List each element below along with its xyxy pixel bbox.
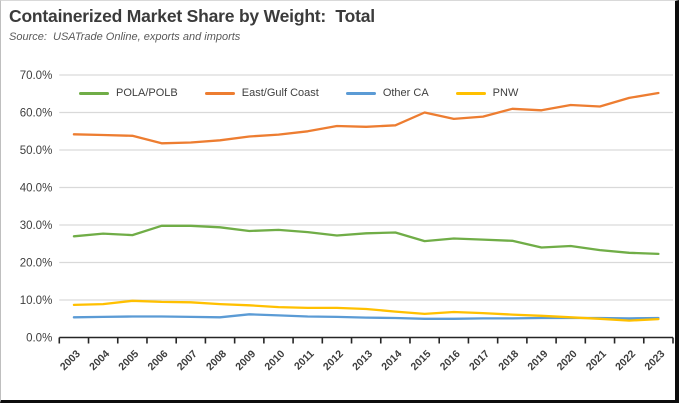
svg-text:2016: 2016 (438, 348, 463, 373)
svg-text:2018: 2018 (496, 348, 521, 373)
legend-item-pnw: PNW (455, 87, 519, 99)
svg-text:2010: 2010 (262, 348, 287, 373)
svg-text:2015: 2015 (409, 348, 434, 373)
y-axis-tick-label: 20.0% (20, 258, 53, 270)
chart-legend: POLA/POLB East/Gulf Coast Other CA PNW (79, 87, 518, 99)
legend-item-east-gulf-coast: East/Gulf Coast (204, 87, 319, 99)
series-line-east-gulf-coast (72, 91, 660, 145)
y-axis-tick-label: 50.0% (20, 145, 53, 157)
x-axis-tick-label: 2011 (292, 348, 317, 373)
svg-text:2004: 2004 (87, 348, 112, 373)
svg-text:2013: 2013 (350, 348, 375, 373)
svg-text:2011: 2011 (292, 348, 317, 373)
legend-item-other-ca: Other CA (345, 87, 429, 99)
y-axis-tick-label: 10.0% (20, 295, 53, 307)
svg-text:2020: 2020 (555, 348, 580, 373)
x-axis-tick-label: 2021 (584, 348, 609, 373)
legend-label: Other CA (382, 87, 429, 99)
svg-text:2008: 2008 (204, 348, 229, 373)
svg-text:2006: 2006 (146, 348, 171, 373)
y-axis-tick-label: 70.0% (20, 70, 53, 82)
legend-line-swatch (455, 91, 486, 95)
x-axis-tick-label: 2008 (204, 348, 229, 373)
y-axis-tick-label: 30.0% (20, 220, 53, 232)
svg-text:2022: 2022 (613, 348, 638, 373)
x-axis-tick-label: 2018 (496, 348, 521, 373)
legend-label: East/Gulf Coast (241, 87, 319, 99)
x-axis-tick-label: 2013 (350, 348, 375, 373)
x-axis-tick-label: 2020 (555, 348, 580, 373)
series-line-pola-polb (72, 224, 660, 256)
svg-text:2014: 2014 (379, 348, 404, 373)
svg-text:2017: 2017 (467, 348, 492, 373)
x-axis-tick-label: 2012 (321, 348, 346, 373)
x-axis-tick-label: 2017 (467, 348, 492, 373)
legend-line-swatch (204, 91, 235, 95)
svg-text:2012: 2012 (321, 348, 346, 373)
y-axis-tick-label: 40.0% (20, 183, 53, 195)
x-axis-tick-label: 2019 (525, 348, 550, 373)
x-axis-tick-label: 2007 (175, 348, 200, 373)
svg-text:2023: 2023 (642, 348, 667, 373)
legend-label: POLA/POLB (116, 87, 178, 99)
x-axis-tick-label: 2023 (642, 348, 667, 373)
chart-source: Source: USATrade Online, exports and imp… (9, 31, 241, 43)
x-axis-tick-label: 2003 (58, 348, 83, 373)
legend-item-pola-polb: POLA/POLB (79, 87, 178, 99)
x-axis-tick-label: 2005 (116, 348, 141, 373)
x-axis-tick-label: 2004 (87, 348, 112, 373)
x-axis-tick-label: 2022 (613, 348, 638, 373)
y-axis-tick-label: 60.0% (20, 108, 53, 120)
x-axis-tick-label: 2006 (146, 348, 171, 373)
svg-text:2021: 2021 (584, 348, 609, 373)
x-axis-tick-label: 2016 (438, 348, 463, 373)
legend-line-swatch (345, 91, 376, 95)
series-line-pnw (72, 299, 660, 322)
x-axis-tick-label: 2015 (409, 348, 434, 373)
x-axis-tick-label: 2009 (233, 348, 258, 373)
series-line-other-ca (72, 313, 660, 320)
svg-text:2019: 2019 (525, 348, 550, 373)
svg-text:2003: 2003 (58, 348, 83, 373)
y-axis-tick-label: 0.0% (26, 333, 52, 345)
legend-label: PNW (492, 87, 519, 99)
chart-title: Containerized Market Share by Weight: To… (9, 6, 375, 26)
svg-text:2005: 2005 (116, 348, 141, 373)
legend-line-swatch (79, 91, 109, 95)
svg-text:2009: 2009 (233, 348, 258, 373)
x-axis-tick-label: 2010 (262, 348, 287, 373)
svg-text:2007: 2007 (175, 348, 200, 373)
x-axis-tick-label: 2014 (379, 348, 404, 373)
